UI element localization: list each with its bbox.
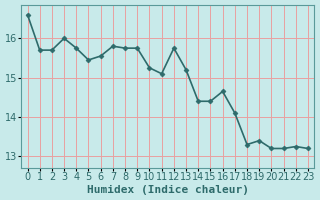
X-axis label: Humidex (Indice chaleur): Humidex (Indice chaleur) — [87, 185, 249, 195]
